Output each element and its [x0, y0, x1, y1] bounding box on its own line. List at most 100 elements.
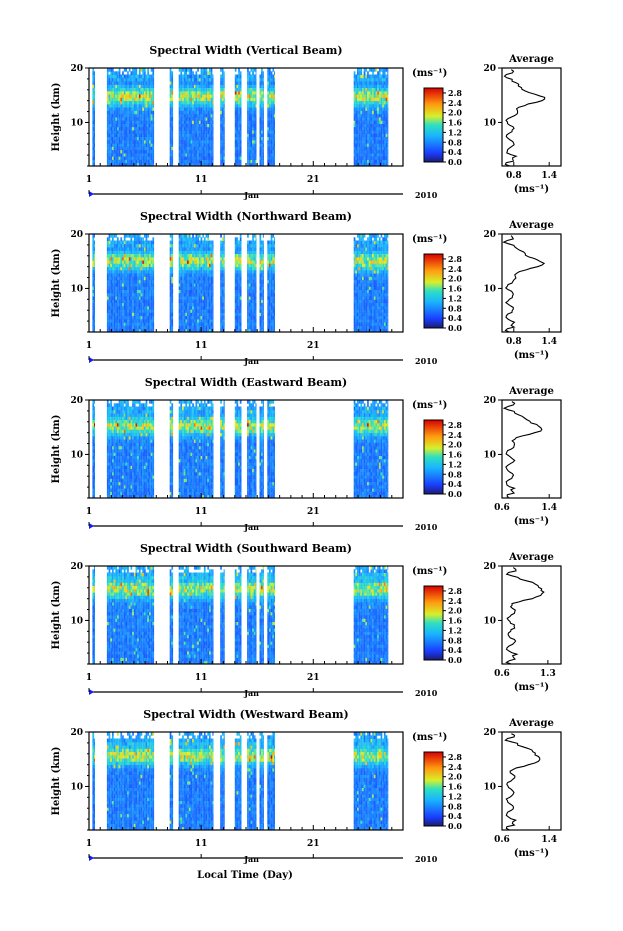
heatmap-cell: [202, 162, 204, 167]
heatmap-cell: [358, 90, 361, 95]
heatmap-cell: [202, 266, 204, 271]
heatmap-cell: [140, 292, 143, 297]
heatmap-cell: [152, 156, 155, 160]
heatmap-cell: [118, 136, 121, 141]
heatmap-cell: [239, 146, 242, 151]
heatmap-cell: [118, 269, 121, 274]
heatmap-cell: [138, 328, 141, 333]
heatmap-cell: [120, 253, 123, 258]
heatmap-cell: [137, 126, 139, 131]
heatmap-cell: [140, 117, 143, 121]
heatmap-cell: [223, 279, 225, 284]
heatmap-cell: [182, 273, 184, 277]
heatmap-cell: [110, 97, 112, 102]
heatmap-cell: [187, 292, 189, 297]
heatmap-cell: [385, 77, 388, 82]
heatmap-cell: [261, 279, 263, 284]
heatmap-cell: [135, 100, 138, 105]
heatmap-cell: [200, 263, 203, 268]
heatmap-cell: [270, 234, 273, 238]
heatmap-cell: [274, 90, 275, 95]
heatmap-cell: [205, 266, 208, 271]
heatmap-cell: [92, 149, 95, 154]
heatmap-cell: [187, 149, 189, 154]
heatmap-cell: [255, 100, 257, 105]
heatmap-cell: [375, 162, 378, 167]
heatmap-cell: [108, 250, 111, 254]
heatmap-cell: [195, 71, 198, 75]
heatmap-cell: [110, 133, 112, 137]
heatmap-cell: [363, 139, 366, 144]
heatmap-cell: [387, 159, 389, 164]
heatmap-cell: [272, 87, 275, 92]
heatmap-cell: [202, 322, 204, 326]
heatmap-cell: [183, 266, 186, 271]
heatmap-cell: [113, 136, 116, 141]
heatmap-cell: [125, 156, 128, 160]
heatmap-cell: [180, 130, 183, 134]
heatmap-cell: [122, 250, 124, 254]
heatmap-cell: [248, 305, 251, 310]
heatmap-cell: [203, 305, 206, 310]
heatmap-cell: [198, 289, 201, 294]
heatmap-cell: [110, 136, 112, 141]
heatmap-cell: [113, 146, 116, 151]
heatmap-cell: [185, 133, 188, 137]
heatmap-cell: [180, 126, 183, 131]
heatmap-cell: [270, 322, 273, 326]
heatmap-cell: [130, 90, 133, 95]
heatmap-cell: [202, 143, 204, 147]
heatmap-cell: [270, 312, 273, 317]
heatmap-cell: [223, 269, 225, 274]
heatmap-cell: [272, 299, 275, 303]
heatmap-cell: [197, 318, 199, 323]
heatmap-cell: [363, 74, 366, 79]
heatmap-cell: [92, 130, 95, 134]
heatmap-cell: [106, 260, 109, 264]
heatmap-cell: [190, 90, 193, 95]
heatmap-cell: [238, 309, 240, 313]
heatmap-cell: [122, 143, 124, 147]
heatmap-cell: [140, 113, 143, 118]
heatmap-cell: [236, 152, 239, 157]
heatmap-cell: [353, 139, 356, 144]
heatmap-cell: [132, 266, 134, 271]
heatmap-cell: [200, 146, 203, 151]
heatmap-cell: [377, 159, 379, 164]
heatmap-cell: [272, 123, 275, 128]
heatmap-cell: [259, 260, 262, 264]
heatmap-cell: [269, 276, 271, 281]
heatmap-cell: [127, 305, 129, 310]
heatmap-cell: [248, 269, 251, 274]
heatmap-cell: [92, 289, 95, 294]
heatmap-cell: [223, 247, 225, 251]
heatmap-cell: [120, 120, 123, 124]
heatmap-cell: [130, 149, 133, 154]
heatmap-cell: [135, 87, 138, 92]
heatmap-cell: [253, 234, 256, 238]
heatmap-cell: [357, 123, 359, 128]
heatmap-cell: [267, 309, 269, 313]
heatmap-cell: [127, 74, 129, 79]
heatmap-cell: [255, 269, 257, 274]
heatmap-cell: [144, 292, 146, 297]
heatmap-cell: [248, 312, 251, 317]
heatmap-cell: [269, 77, 271, 82]
heatmap-cell: [190, 110, 193, 115]
heatmap-cell: [150, 126, 153, 131]
heatmap-cell: [239, 305, 242, 310]
heatmap-cell: [185, 305, 188, 310]
heatmap-cell: [144, 146, 146, 151]
heatmap-cell: [123, 250, 126, 254]
heatmap-cell: [238, 162, 240, 167]
heatmap-cell: [269, 250, 271, 254]
heatmap-cell: [195, 260, 198, 264]
panel-2: Spectral Width (Northward Beam)2010Heigh…: [51, 210, 562, 366]
heatmap-cell: [269, 328, 271, 333]
heatmap-cell: [149, 123, 151, 128]
heatmap-cell: [115, 74, 118, 79]
heatmap-cell: [210, 143, 213, 147]
heatmap-cell: [188, 299, 191, 303]
heatmap-cell: [130, 123, 133, 128]
heatmap-cell: [250, 266, 253, 271]
